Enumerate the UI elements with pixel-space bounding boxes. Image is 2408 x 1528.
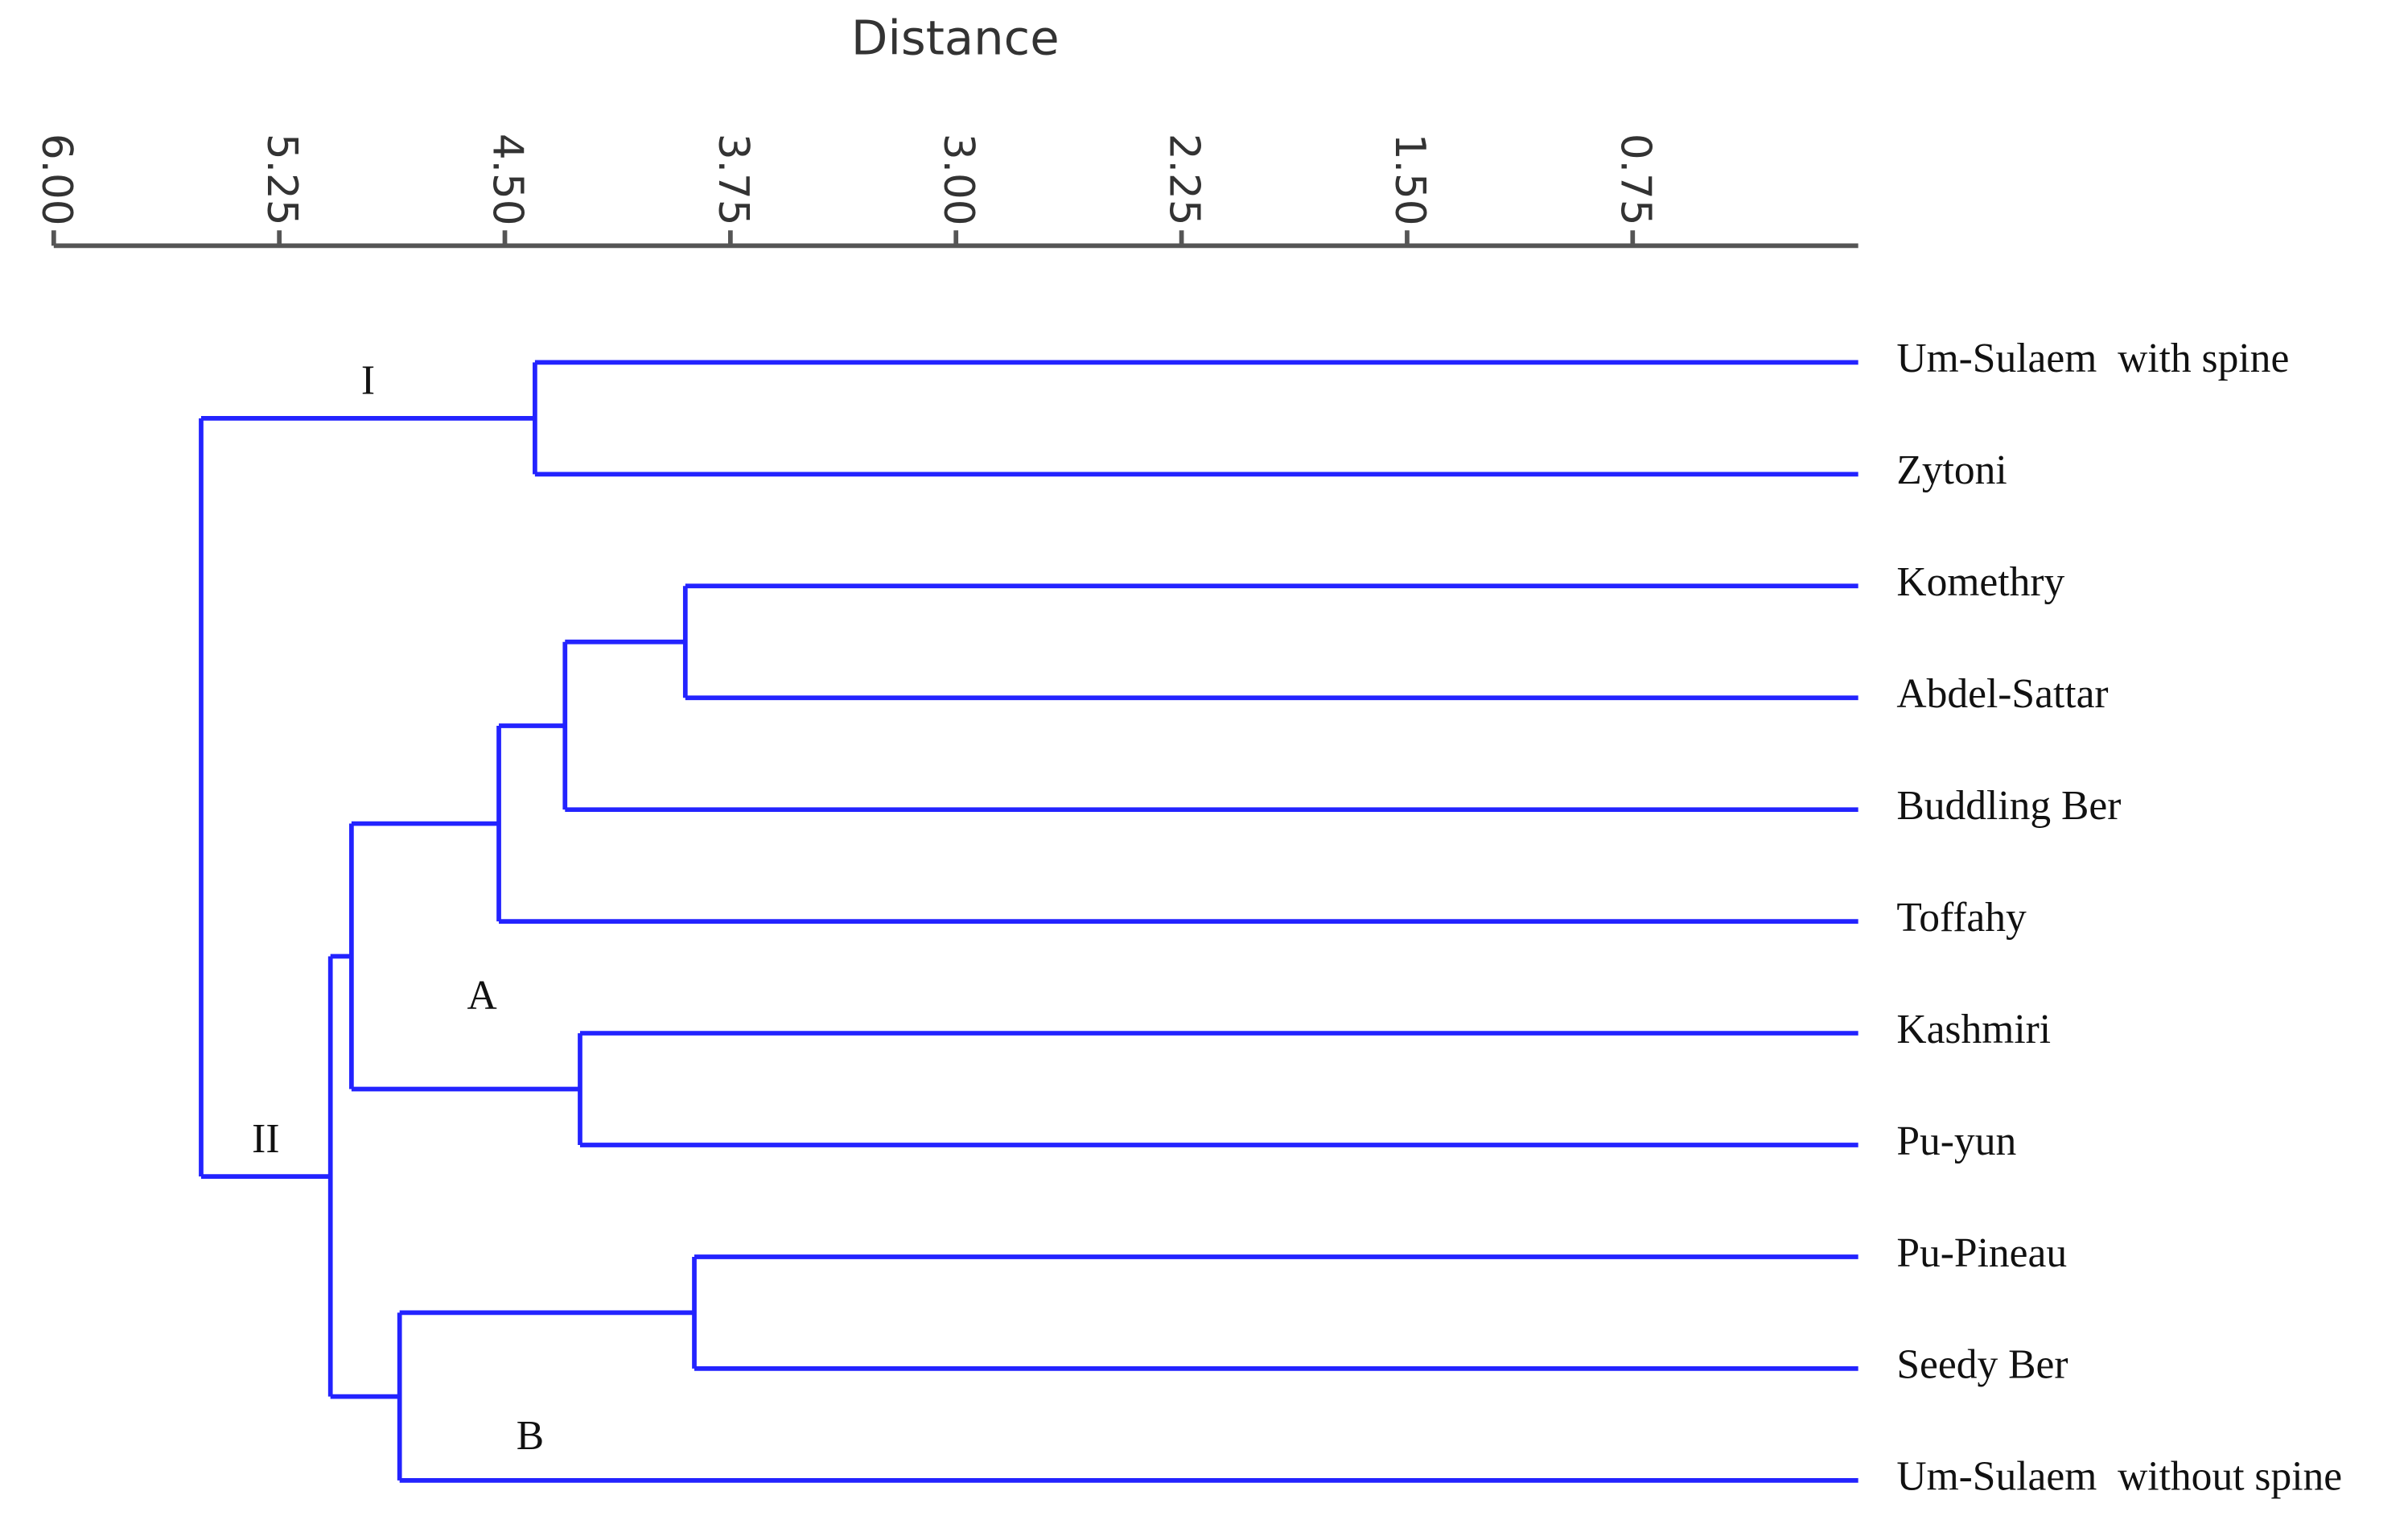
x-tick-label: 1.50 (1385, 134, 1434, 226)
x-tick-label: 0.75 (1611, 134, 1659, 226)
x-tick-label: 3.75 (709, 134, 757, 226)
leaf-label: Pu-Pineau (1896, 1230, 2067, 1276)
cluster-label: A (467, 973, 497, 1019)
x-tick-label: 3.00 (934, 134, 982, 226)
leaf-label: Seedy Ber (1896, 1342, 2068, 1388)
x-tick-label: 4.50 (484, 134, 532, 226)
cluster-label: I (361, 358, 375, 404)
x-tick-label: 6.00 (32, 134, 80, 226)
leaf-label: Abdel-Sattar (1896, 671, 2108, 717)
cluster-label: B (517, 1413, 544, 1459)
leaf-label: Pu-yun (1896, 1118, 2016, 1164)
x-tick-label: 5.25 (257, 134, 306, 226)
leaf-label: Zytoni (1896, 447, 2007, 493)
leaf-label: Komethry (1896, 559, 2064, 605)
leaf-label: Toffahy (1896, 895, 2027, 941)
axis-title: Distance (851, 10, 1060, 66)
leaf-label: Um-Sulaem without spine (1896, 1454, 2342, 1500)
cluster-label: II (252, 1116, 279, 1162)
leaf-label: Buddling Ber (1896, 783, 2121, 829)
x-tick-label: 2.25 (1160, 134, 1208, 226)
leaf-label: Kashmiri (1896, 1007, 2051, 1052)
leaf-label: Um-Sulaem with spine (1896, 336, 2289, 381)
